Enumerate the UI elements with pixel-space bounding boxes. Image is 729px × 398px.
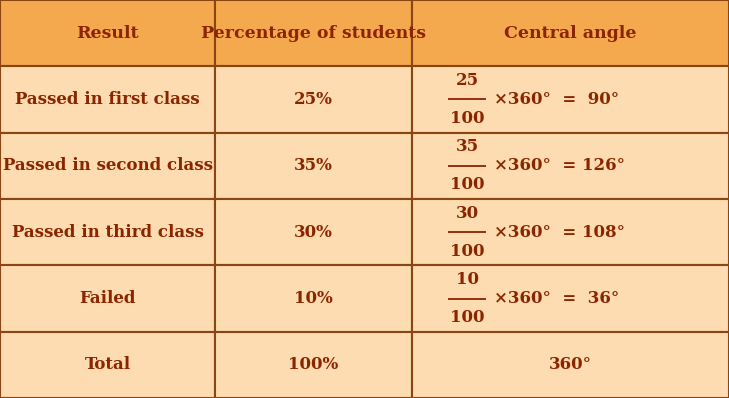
Bar bbox=[412, 332, 729, 398]
Text: 100: 100 bbox=[450, 309, 485, 326]
Text: 10%: 10% bbox=[294, 290, 333, 307]
Text: Passed in first class: Passed in first class bbox=[15, 91, 200, 108]
Text: Result: Result bbox=[77, 25, 139, 42]
Text: 100: 100 bbox=[450, 243, 485, 260]
Text: ×360°  = 126°: ×360° = 126° bbox=[494, 157, 625, 174]
Bar bbox=[0, 265, 215, 332]
Bar bbox=[215, 332, 412, 398]
Bar bbox=[412, 66, 729, 133]
Bar bbox=[215, 133, 412, 199]
Text: 25: 25 bbox=[456, 72, 479, 89]
Text: 30: 30 bbox=[456, 205, 479, 222]
Bar bbox=[0, 66, 215, 133]
Text: Passed in third class: Passed in third class bbox=[12, 224, 203, 241]
Text: 10: 10 bbox=[456, 271, 479, 288]
Text: Passed in second class: Passed in second class bbox=[2, 157, 213, 174]
Text: ×360°  =  36°: ×360° = 36° bbox=[494, 290, 619, 307]
Bar bbox=[215, 66, 412, 133]
Bar bbox=[412, 265, 729, 332]
Bar bbox=[412, 133, 729, 199]
Text: Failed: Failed bbox=[79, 290, 136, 307]
Bar bbox=[412, 199, 729, 265]
Text: 360°: 360° bbox=[549, 356, 592, 373]
Text: 100: 100 bbox=[450, 110, 485, 127]
Text: 35: 35 bbox=[456, 138, 479, 155]
Text: 25%: 25% bbox=[294, 91, 333, 108]
Text: ×360°  =  90°: ×360° = 90° bbox=[494, 91, 619, 108]
Bar bbox=[215, 0, 412, 66]
Bar bbox=[0, 199, 215, 265]
Text: 100%: 100% bbox=[289, 356, 338, 373]
Text: Total: Total bbox=[85, 356, 130, 373]
Text: 30%: 30% bbox=[294, 224, 333, 241]
Bar bbox=[412, 0, 729, 66]
Bar bbox=[215, 199, 412, 265]
Text: 35%: 35% bbox=[294, 157, 333, 174]
Text: Percentage of students: Percentage of students bbox=[201, 25, 426, 42]
Text: ×360°  = 108°: ×360° = 108° bbox=[494, 224, 625, 241]
Bar bbox=[0, 0, 215, 66]
Text: Central angle: Central angle bbox=[504, 25, 636, 42]
Bar bbox=[0, 332, 215, 398]
Text: 100: 100 bbox=[450, 176, 485, 193]
Bar bbox=[0, 133, 215, 199]
Bar bbox=[215, 265, 412, 332]
